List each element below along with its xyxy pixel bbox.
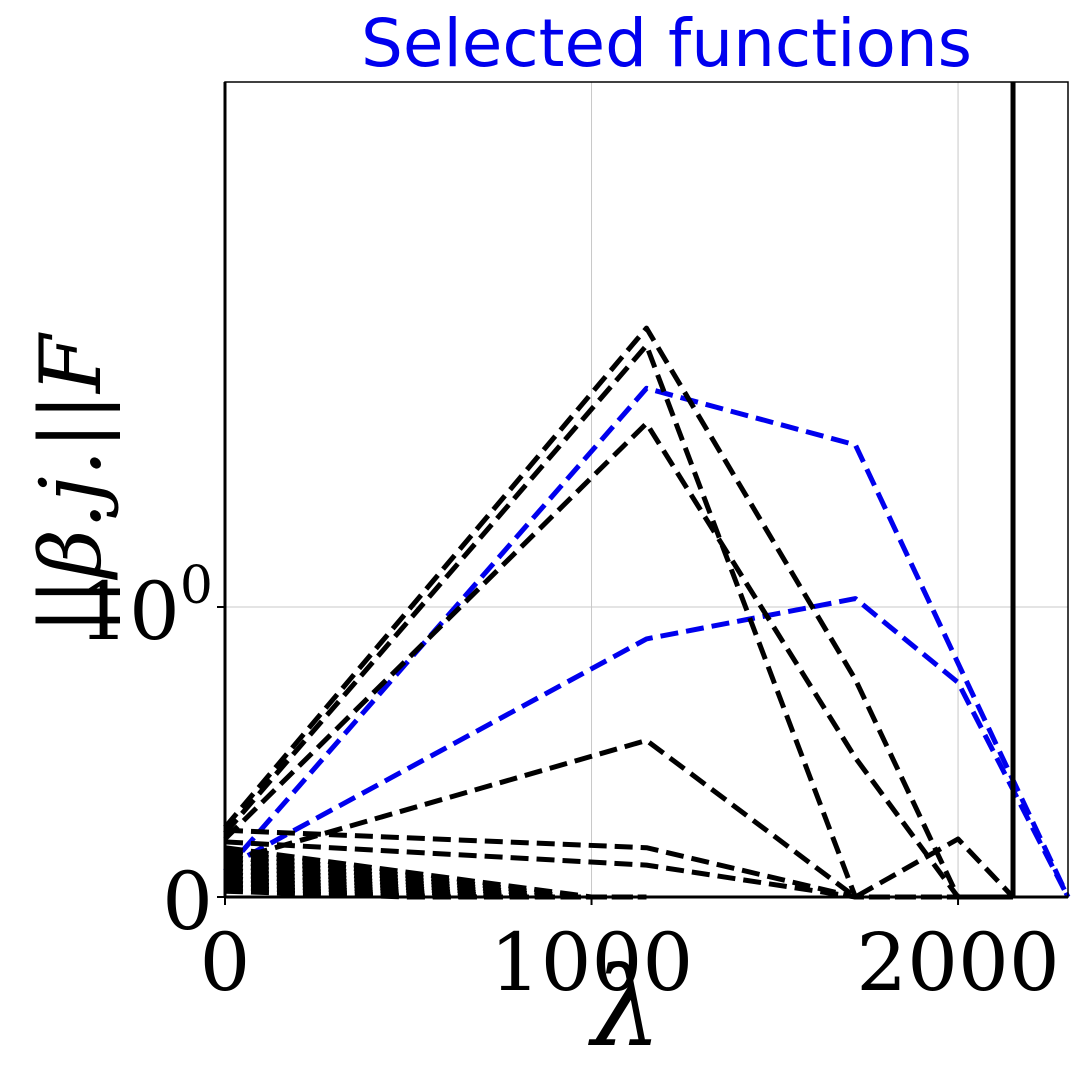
series-line-1 (225, 388, 1068, 897)
plot-frame (225, 82, 1068, 897)
x-axis-label: λ (588, 943, 662, 1071)
grid (225, 82, 1068, 897)
chart-title: Selected functions (361, 5, 972, 82)
y-tick-label: 0 (162, 855, 213, 948)
series-line-2 (225, 599, 1068, 897)
x-tick-label: 2000 (856, 916, 1060, 1009)
series-layer (225, 328, 1068, 897)
y-axis-label: ||β.j.||F (22, 332, 120, 634)
series-line-5 (225, 423, 1013, 897)
